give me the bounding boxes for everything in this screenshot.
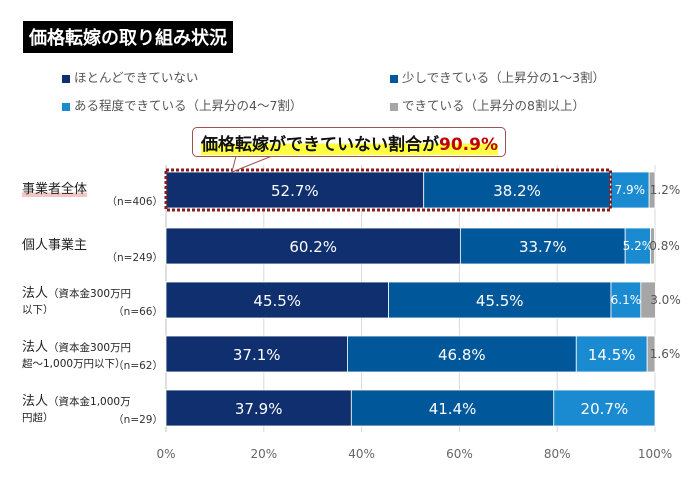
- bar-segment: [165, 227, 461, 265]
- bar-segment: [640, 281, 656, 319]
- bar-segment: [553, 389, 656, 427]
- category-name: 個人事業主: [22, 238, 88, 253]
- data-label: 45.5%: [253, 292, 301, 310]
- data-label: 46.8%: [438, 346, 486, 364]
- category-sub: （資本金300万円超～1,000万円以下）: [22, 342, 132, 370]
- legend-label: できている（上昇分の8割以上）: [402, 98, 585, 113]
- x-tick-label: 0%: [156, 447, 175, 461]
- data-label: 33.7%: [519, 238, 567, 256]
- category-label: 事業者全体: [22, 182, 137, 198]
- bar-segment: [610, 171, 650, 209]
- legend-label: ある程度できている（上昇分の4～7割）: [74, 98, 303, 113]
- x-tick-label: 60%: [446, 447, 473, 461]
- legend-label: ほとんどできていない: [74, 70, 199, 85]
- category-label: 法人（資本金300万円超～1,000万円以下）: [22, 340, 137, 372]
- legend-swatch: [62, 74, 70, 83]
- bar-segment: [648, 171, 656, 209]
- bar-segment: [165, 281, 389, 319]
- data-label: 6.1%: [611, 293, 642, 307]
- bar-segment: [388, 281, 612, 319]
- sample-size: （n=29）: [113, 414, 163, 426]
- data-label: 1.6%: [650, 347, 681, 361]
- bar-segment: [459, 227, 626, 265]
- legend-swatch: [390, 102, 398, 111]
- legend-swatch: [390, 74, 398, 83]
- annotation-value: 90.9%: [439, 135, 498, 155]
- category-label: 法人（資本金300万円以下）: [22, 286, 137, 318]
- bar-segment: [610, 281, 642, 319]
- legend-swatch: [62, 102, 70, 111]
- x-tick-label: 80%: [544, 447, 571, 461]
- chart-title: 価格転嫁の取り組み状況: [23, 21, 233, 53]
- data-label: 14.5%: [588, 346, 636, 364]
- annotation-text: 価格転嫁ができていない割合が: [201, 135, 439, 155]
- data-label: 38.2%: [493, 182, 541, 200]
- bar-segment: [350, 389, 555, 427]
- legend-item: 少しできている（上昇分の1～3割）: [390, 67, 605, 86]
- data-label: 3.0%: [650, 293, 681, 307]
- bar-segment: [423, 171, 611, 209]
- data-label: 37.1%: [233, 346, 281, 364]
- bar-segment: [165, 171, 425, 209]
- legend-label: 少しできている（上昇分の1～3割）: [402, 70, 606, 85]
- data-label: 41.4%: [429, 400, 477, 418]
- bar-segment: [646, 335, 656, 373]
- data-label: 20.7%: [581, 400, 629, 418]
- category-label: 法人（資本金1,000万円超）: [22, 394, 137, 426]
- data-label: 1.2%: [650, 183, 681, 197]
- legend-item: できている（上昇分の8割以上）: [390, 95, 585, 114]
- legend-item: ある程度できている（上昇分の4～7割）: [62, 95, 302, 114]
- data-label: 5.2%: [623, 239, 654, 253]
- data-label: 60.2%: [289, 238, 337, 256]
- category-sub: （資本金1,000万円超）: [22, 396, 131, 424]
- data-label: 52.7%: [271, 182, 319, 200]
- data-label: 45.5%: [476, 292, 524, 310]
- category-sub: （資本金300万円以下）: [22, 288, 132, 316]
- data-label: 7.9%: [615, 183, 646, 197]
- bar-segment: [650, 227, 655, 265]
- sample-size: （n=62）: [113, 360, 163, 372]
- category-name: 事業者全体: [22, 182, 88, 197]
- data-label: 37.9%: [235, 400, 283, 418]
- annotation-callout: 価格転嫁ができていない割合が90.9%: [192, 127, 506, 157]
- data-label: 0.8%: [649, 239, 680, 253]
- callout-pointer: [231, 155, 273, 173]
- bar-segment: [624, 227, 651, 265]
- sample-size: （n=406）: [106, 196, 164, 208]
- bar-segment: [575, 335, 648, 373]
- x-tick-label: 20%: [250, 447, 277, 461]
- category-name: 法人: [22, 286, 49, 301]
- sample-size: （n=249）: [106, 252, 164, 264]
- legend-item: ほとんどできていない: [62, 67, 198, 86]
- x-tick-label: 100%: [638, 447, 672, 461]
- bar-segment: [165, 335, 348, 373]
- category-name: 法人: [22, 394, 49, 409]
- highlight-box: [164, 168, 613, 212]
- x-tick-label: 40%: [348, 447, 375, 461]
- category-name: 法人: [22, 340, 49, 355]
- sample-size: （n=66）: [113, 306, 163, 318]
- category-label: 個人事業主: [22, 238, 137, 254]
- bar-segment: [165, 389, 352, 427]
